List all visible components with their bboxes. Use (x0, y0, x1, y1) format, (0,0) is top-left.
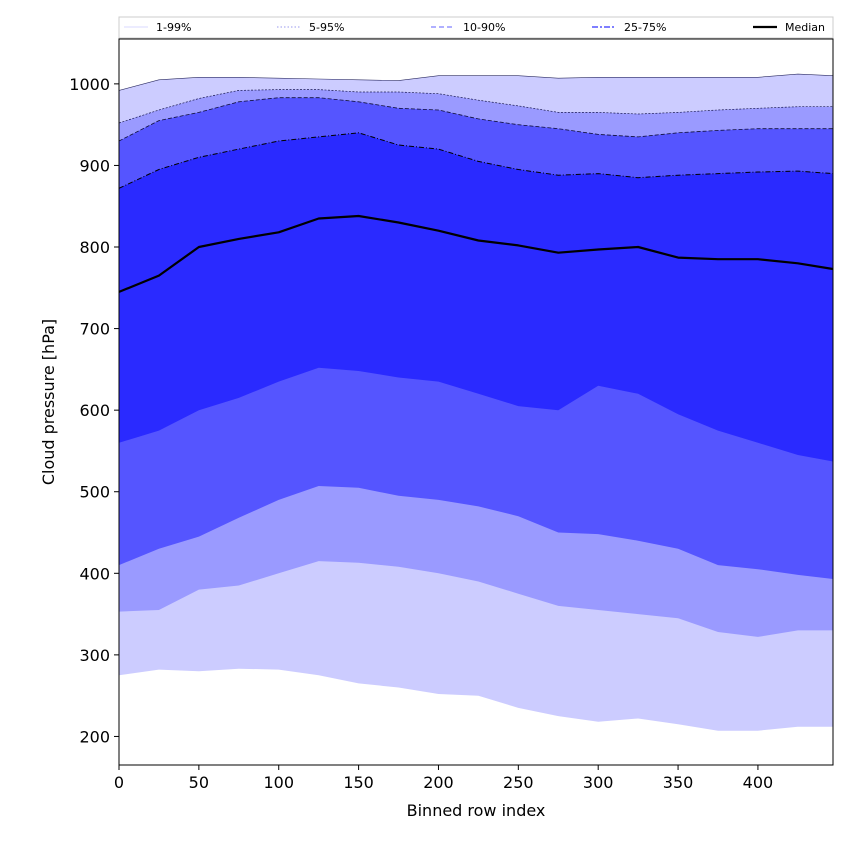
x-tick-label: 150 (343, 773, 374, 792)
y-axis-label: Cloud pressure [hPa] (39, 319, 58, 485)
x-axis: 0 50 100 150 200 250 300 350 400 (114, 765, 773, 792)
x-tick-label: 100 (263, 773, 294, 792)
y-axis: 200 300 400 500 600 700 800 900 1000 (69, 75, 119, 746)
legend-label: 25-75% (624, 21, 666, 34)
median-line (119, 214, 833, 293)
bands-layer (119, 74, 833, 731)
x-tick-label: 350 (663, 773, 694, 792)
y-tick-label: 700 (79, 320, 110, 339)
y-tick-label: 800 (79, 238, 110, 257)
x-tick-label: 250 (503, 773, 534, 792)
band-4 (119, 132, 833, 462)
lines-layer (119, 73, 833, 293)
y-tick-label: 1000 (69, 75, 110, 94)
y-tick-label: 500 (79, 483, 110, 502)
legend-label: 10-90% (463, 21, 505, 34)
legend-frame (118, 16, 834, 39)
band-upper-edge-1 (119, 73, 833, 91)
x-axis-label: Binned row index (407, 801, 546, 820)
y-tick-label: 200 (79, 727, 110, 746)
y-tick-label: 400 (79, 564, 110, 583)
legend-label: Median (785, 21, 825, 34)
band-upper-edge-2 (119, 89, 833, 124)
legend: 1-99% 5-95% 10-90% 25-75% Median (118, 16, 834, 39)
x-tick-label: 0 (114, 773, 124, 792)
y-tick-label: 900 (79, 156, 110, 175)
x-tick-label: 400 (743, 773, 774, 792)
x-tick-label: 300 (583, 773, 614, 792)
plot-frame (118, 38, 834, 766)
band-upper-edge-3 (119, 97, 833, 142)
band-upper-edge-4 (119, 132, 833, 189)
x-tick-label: 200 (423, 773, 454, 792)
x-tick-label: 50 (189, 773, 209, 792)
legend-label: 5-95% (309, 21, 344, 34)
y-tick-label: 600 (79, 401, 110, 420)
legend-label: 1-99% (156, 21, 191, 34)
y-tick-label: 300 (79, 646, 110, 665)
